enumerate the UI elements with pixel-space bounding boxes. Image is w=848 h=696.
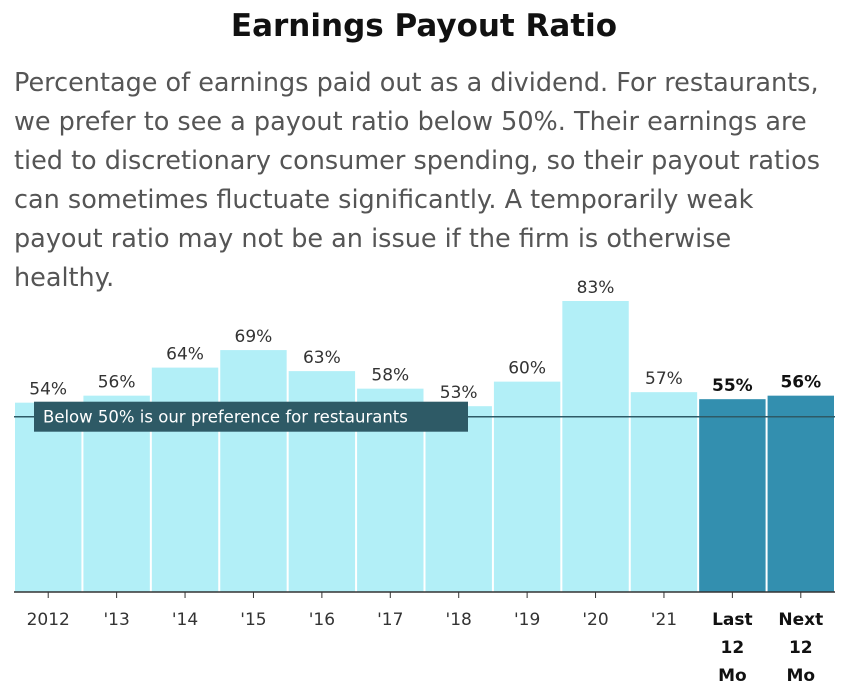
bar bbox=[493, 381, 561, 592]
bar bbox=[562, 301, 629, 592]
bar-value-label: 56% bbox=[98, 373, 136, 393]
x-tick-label: Mo bbox=[786, 666, 815, 686]
x-tick-label: '18 bbox=[446, 610, 472, 630]
bar bbox=[699, 399, 766, 592]
reference-label-box bbox=[34, 401, 468, 432]
x-tick-label: Next bbox=[778, 610, 823, 630]
x-tick-label: Last bbox=[712, 610, 753, 630]
x-tick-label: '19 bbox=[514, 610, 540, 630]
bar bbox=[151, 367, 219, 592]
x-tick-label: '21 bbox=[651, 610, 677, 630]
chart-title: Earnings Payout Ratio bbox=[230, 8, 618, 44]
x-tick-label: 12 bbox=[789, 638, 813, 658]
x-tick-label: '17 bbox=[377, 610, 403, 630]
x-tick-label: 2012 bbox=[27, 610, 70, 630]
bar-value-label: 60% bbox=[508, 359, 546, 379]
x-tick-label: '16 bbox=[309, 610, 335, 630]
bar-value-label: 64% bbox=[166, 345, 204, 365]
reference-line-label: Below 50% is our preference for restaura… bbox=[43, 408, 408, 427]
bar-value-label: 53% bbox=[440, 383, 478, 403]
chart-subtitle: Percentage of earnings paid out as a div… bbox=[14, 68, 820, 293]
bar-value-label: 57% bbox=[645, 369, 683, 389]
bar-value-label: 56% bbox=[780, 373, 821, 393]
bar bbox=[425, 406, 492, 592]
x-tick-label: '13 bbox=[103, 610, 129, 630]
bar-value-label: 55% bbox=[712, 376, 753, 396]
x-tick-label: '20 bbox=[582, 610, 608, 630]
bar-value-label: 83% bbox=[577, 278, 615, 298]
bar bbox=[15, 402, 82, 592]
bar-value-label: 69% bbox=[235, 327, 273, 347]
x-tick-label: '15 bbox=[240, 610, 266, 630]
x-tick-label: 12 bbox=[721, 638, 745, 658]
x-tick-label: '14 bbox=[172, 610, 198, 630]
bar-value-label: 58% bbox=[371, 366, 409, 386]
bar bbox=[220, 350, 287, 592]
bar-value-label: 63% bbox=[303, 348, 341, 368]
bar bbox=[630, 392, 698, 592]
bar bbox=[767, 395, 834, 592]
x-tick-label: Mo bbox=[718, 666, 747, 686]
bar-value-label: 54% bbox=[29, 380, 67, 400]
